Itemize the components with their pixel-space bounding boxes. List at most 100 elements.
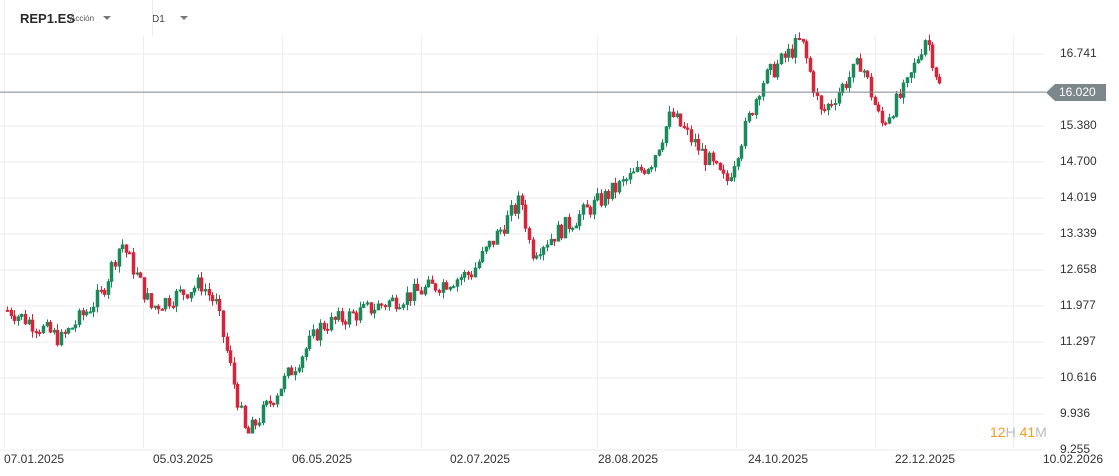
candle-body	[433, 283, 438, 291]
candle-body	[459, 277, 464, 280]
candle-body	[898, 93, 903, 98]
candle-body	[52, 329, 57, 333]
candle-body	[142, 277, 147, 300]
timeframe-dropdown-chevron-icon[interactable]	[180, 16, 188, 20]
candle-body	[689, 129, 694, 143]
candle-body	[181, 289, 186, 295]
candle-body	[801, 38, 806, 42]
candle-body	[610, 182, 615, 199]
candle-body	[606, 190, 611, 199]
candle-body	[912, 62, 917, 73]
candle-body	[253, 419, 258, 426]
symbol-label[interactable]: REP1.ES	[20, 11, 75, 26]
candle-body	[257, 422, 262, 426]
candle-body	[217, 298, 222, 311]
time-axis-tick: 10.02.2026	[1043, 452, 1104, 466]
candle-body	[340, 311, 345, 322]
candle-body	[934, 67, 939, 78]
candle-body	[23, 313, 28, 325]
candle-body	[624, 179, 629, 182]
candle-body	[772, 63, 777, 78]
candle-body	[873, 96, 878, 106]
candle-body	[671, 111, 676, 118]
candle-body	[930, 44, 935, 68]
candle-body	[891, 116, 896, 119]
candle-body	[95, 289, 100, 308]
candle-body	[196, 277, 201, 289]
candle-body	[376, 303, 381, 311]
candle-body	[721, 169, 726, 174]
candle-body	[408, 292, 413, 301]
candle-body	[765, 69, 770, 84]
candle-body	[243, 405, 248, 428]
candle-body	[837, 92, 842, 104]
candle-body	[178, 289, 183, 292]
candle-body	[390, 297, 395, 302]
candle-body	[322, 322, 327, 330]
candle-body	[397, 307, 402, 310]
candle-body	[887, 117, 892, 124]
candle-body	[66, 328, 71, 334]
candle-body	[387, 300, 392, 308]
candle-body	[19, 313, 24, 317]
instrument-type-label[interactable]: Acción	[70, 14, 95, 23]
candle-body	[851, 63, 856, 78]
price-axis-tick: 14.019	[1060, 190, 1097, 204]
current-price-tag: 16.020	[1046, 84, 1106, 101]
candle-body	[401, 304, 406, 308]
candle-body	[228, 350, 233, 364]
symbol-dropdown-chevron-icon[interactable]	[103, 16, 111, 20]
countdown-hours-unit: H	[1005, 424, 1016, 440]
candle-body	[369, 302, 374, 314]
timeframe-selector[interactable]: D1	[152, 14, 165, 25]
candle-body	[743, 120, 748, 147]
candle-body	[16, 316, 21, 322]
candle-body	[855, 58, 860, 65]
candle-body	[210, 294, 215, 302]
candle-body	[73, 324, 78, 329]
candle-body	[117, 248, 122, 267]
candle-body	[502, 229, 507, 234]
candle-body	[268, 400, 273, 404]
candle-body	[833, 103, 838, 106]
candle-body	[477, 261, 482, 269]
candle-body	[307, 335, 312, 349]
candle-body	[264, 400, 269, 406]
candle-body	[383, 305, 388, 308]
candle-body	[405, 292, 410, 305]
candle-body	[84, 311, 89, 316]
candle-body	[736, 158, 741, 167]
candle-body	[138, 272, 143, 278]
candle-body	[660, 142, 665, 151]
candle-body	[642, 170, 647, 174]
candle-body	[905, 77, 910, 83]
candle-body	[480, 251, 485, 263]
candle-body	[714, 160, 719, 164]
candle-body	[664, 126, 669, 144]
candle-body	[48, 321, 53, 333]
candle-body	[779, 53, 784, 65]
candle-body	[826, 103, 831, 111]
candle-body	[37, 331, 42, 334]
candle-body	[343, 321, 348, 325]
candle-body	[469, 274, 474, 278]
price-axis-tick: 14.700	[1060, 153, 1097, 168]
price-axis-tick: 10.616	[1060, 370, 1097, 385]
candle-body	[937, 76, 942, 84]
candle-body	[160, 308, 165, 311]
candle-body	[235, 384, 240, 408]
candle-body	[99, 289, 104, 292]
candle-body	[189, 291, 194, 299]
candle-body	[700, 148, 705, 151]
price-axis-tick: 16.741	[1060, 46, 1097, 60]
candle-body	[311, 329, 316, 337]
candle-body	[473, 267, 478, 278]
candle-body	[77, 310, 82, 325]
candle-body	[592, 199, 597, 215]
price-axis-tick: 9.255	[1060, 442, 1091, 457]
candle-body	[703, 148, 708, 166]
candle-body	[113, 262, 118, 267]
candle-body	[282, 375, 287, 390]
candle-body	[106, 281, 111, 295]
